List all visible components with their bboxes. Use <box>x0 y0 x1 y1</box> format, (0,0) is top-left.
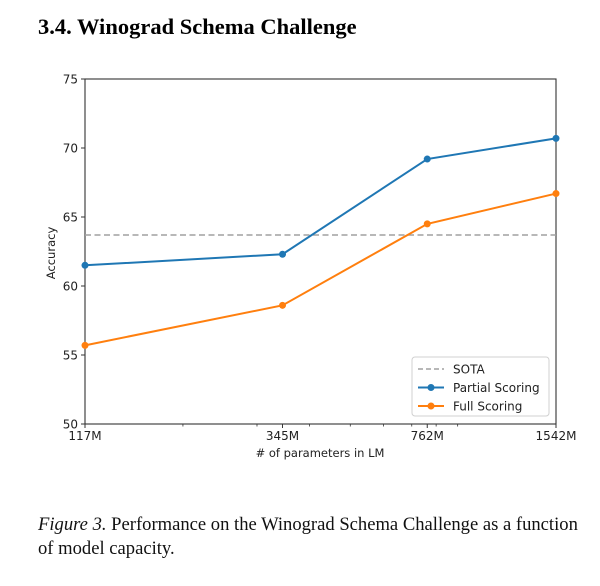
figure-caption: Figure 3. Performance on the Winograd Sc… <box>38 513 588 561</box>
legend-swatch-marker <box>427 402 435 410</box>
y-tick-label: 50 <box>63 418 78 432</box>
partial-scoring-marker <box>81 261 89 269</box>
y-axis-ticks: 50 55 60 65 70 75 <box>63 73 85 432</box>
partial-scoring-marker <box>279 250 287 258</box>
plot-frame <box>84 78 557 425</box>
y-tick-label: 70 <box>63 142 78 156</box>
y-axis-label: Accuracy <box>44 227 58 280</box>
figure-label: Figure 3. <box>38 513 107 535</box>
x-tick-label: 345M <box>266 429 299 443</box>
section-title: 3.4. Winograd Schema Challenge <box>38 14 357 39</box>
plot-area <box>84 78 557 425</box>
full-scoring-marker <box>423 220 431 228</box>
full-scoring-marker <box>552 190 560 198</box>
full-scoring-line <box>84 192 557 347</box>
full-scoring-marker <box>81 341 89 349</box>
chart-legend: SOTA Partial Scoring Full Scoring <box>411 356 550 417</box>
x-axis-ticks: 117M 345M 762M 1542M <box>68 424 576 443</box>
x-tick-label: 117M <box>68 429 101 443</box>
legend-label: Partial Scoring <box>453 381 540 395</box>
caption-text: Performance on the Winograd Schema Chall… <box>38 513 578 559</box>
legend-box <box>411 356 550 417</box>
legend-label: SOTA <box>453 362 485 376</box>
legend-swatch-marker <box>427 384 435 391</box>
legend-label: Full Scoring <box>453 399 522 413</box>
partial-scoring-marker <box>423 155 431 163</box>
full-scoring-marker <box>279 301 287 309</box>
x-axis-label: # of parameters in LM <box>256 446 385 460</box>
y-tick-label: 55 <box>63 349 78 363</box>
x-tick-label: 1542M <box>536 429 577 443</box>
partial-scoring-marker <box>552 134 560 142</box>
x-tick-label: 762M <box>411 429 444 443</box>
y-tick-label: 65 <box>63 211 78 225</box>
series-lines <box>81 134 560 349</box>
y-tick-label: 75 <box>63 73 78 87</box>
y-tick-label: 60 <box>63 280 78 294</box>
partial-scoring-line <box>84 137 557 267</box>
